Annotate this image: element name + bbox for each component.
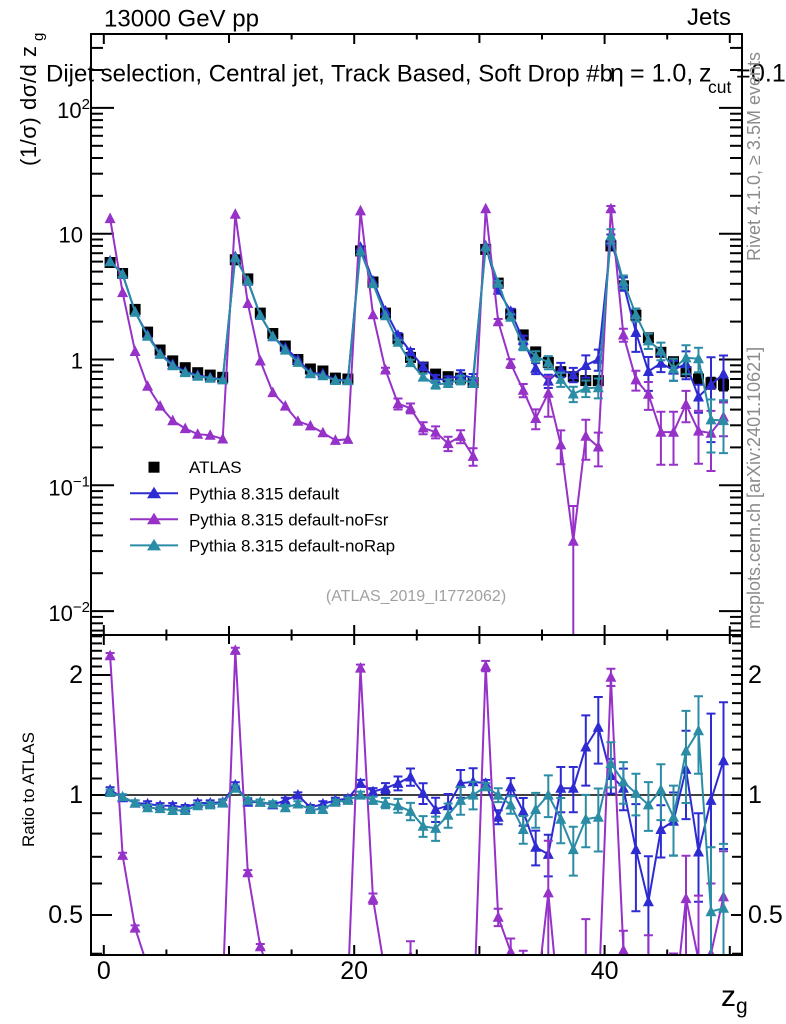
svg-text:13000 GeV pp: 13000 GeV pp	[104, 6, 259, 33]
svg-text:0: 0	[97, 957, 111, 985]
svg-text:z: z	[721, 980, 736, 1013]
svg-text:Pythia 8.315 default-noRap: Pythia 8.315 default-noRap	[189, 536, 395, 555]
svg-text:cut: cut	[708, 77, 731, 97]
svg-text:40: 40	[591, 957, 619, 985]
svg-text:Jets: Jets	[687, 4, 731, 31]
svg-text:0.5: 0.5	[748, 901, 783, 929]
svg-text:(1/σ) dσ/d z: (1/σ) dσ/d z	[16, 46, 41, 166]
svg-text:0.1: 0.1	[751, 60, 786, 88]
svg-text:Dijet selection, Central jet,: Dijet selection, Central jet, Track Base…	[46, 61, 613, 88]
svg-text:0.5: 0.5	[48, 901, 83, 929]
svg-text:η: η	[610, 60, 624, 88]
svg-text:mcplots.cern.ch [arXiv:2401.10: mcplots.cern.ch [arXiv:2401.10621]	[744, 347, 764, 629]
svg-text:= 1.0,: = 1.0,	[630, 60, 693, 88]
svg-text:=: =	[736, 60, 751, 88]
svg-text:10: 10	[59, 223, 83, 248]
svg-text:20: 20	[340, 957, 368, 985]
svg-text:Pythia 8.315 default: Pythia 8.315 default	[189, 484, 340, 503]
svg-text:1: 1	[69, 781, 83, 809]
svg-text:g: g	[30, 33, 47, 41]
svg-text:1: 1	[748, 781, 762, 809]
svg-text:(ATLAS_2019_I1772062): (ATLAS_2019_I1772062)	[326, 588, 506, 605]
svg-text:2: 2	[748, 661, 762, 689]
svg-text:2: 2	[69, 661, 83, 689]
svg-text:Ratio to ATLAS: Ratio to ATLAS	[19, 732, 38, 847]
svg-text:1: 1	[71, 349, 83, 374]
svg-text:g: g	[736, 995, 748, 1018]
svg-text:Rivet 4.1.0, ≥ 3.5M events: Rivet 4.1.0, ≥ 3.5M events	[744, 52, 764, 261]
svg-text:Pythia 8.315 default-noFsr: Pythia 8.315 default-noFsr	[189, 510, 389, 529]
svg-text:10−1: 10−1	[48, 473, 90, 500]
svg-text:ATLAS: ATLAS	[189, 458, 242, 477]
svg-text:z: z	[699, 60, 712, 88]
